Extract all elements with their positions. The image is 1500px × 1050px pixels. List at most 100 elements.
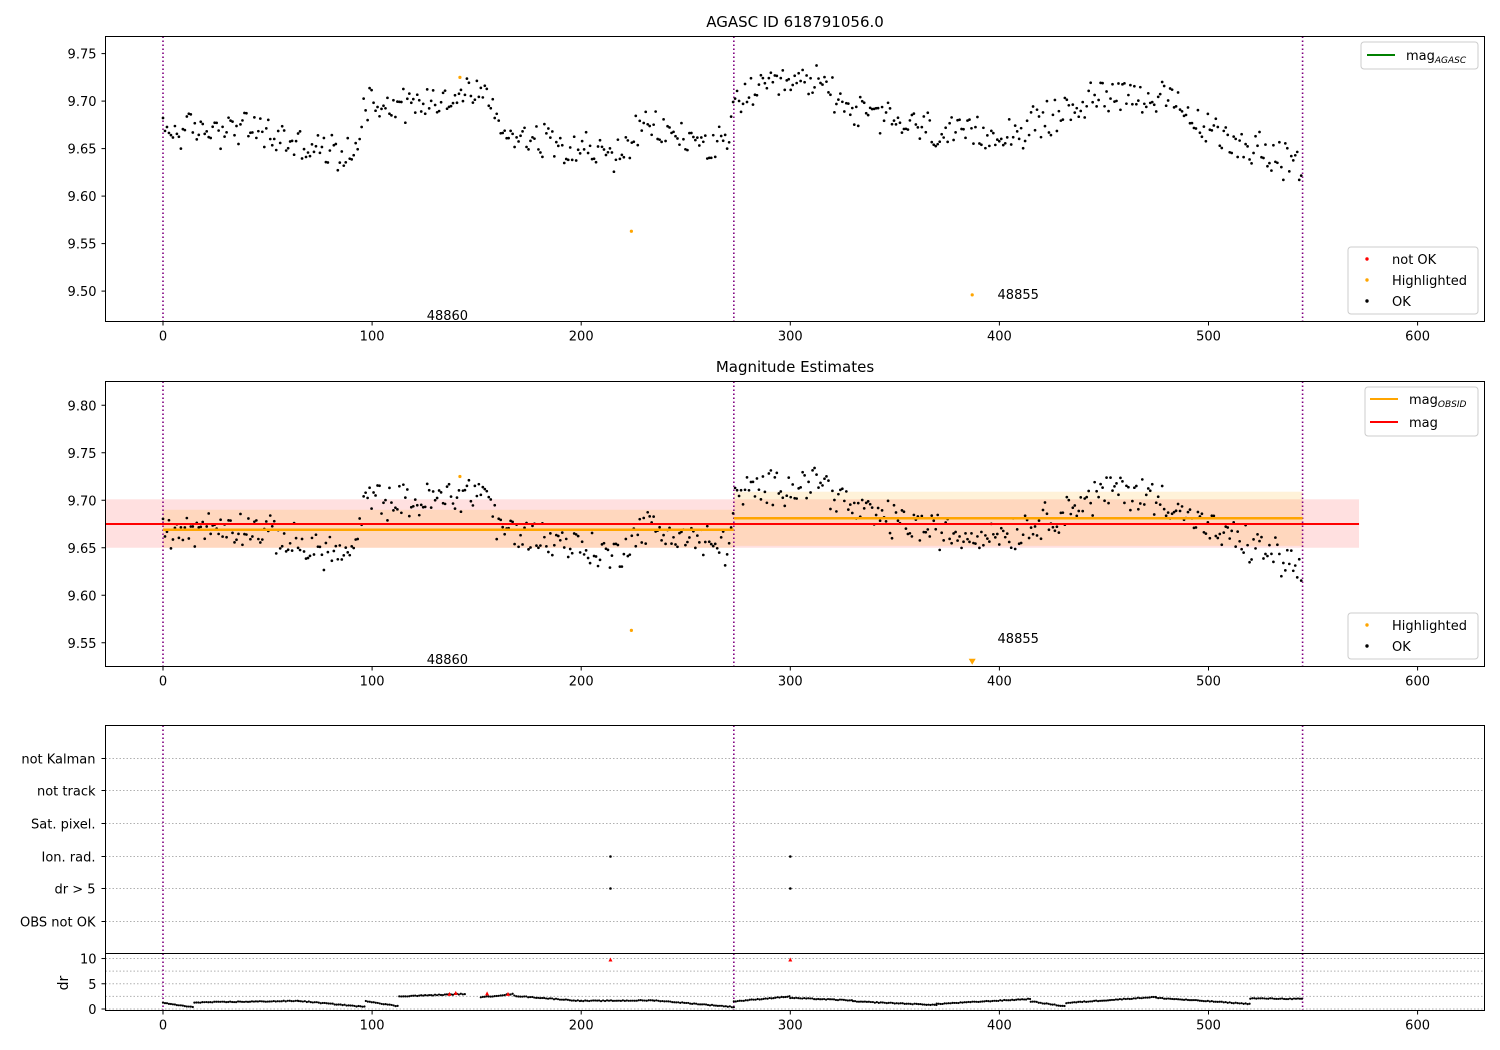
ok-point <box>942 539 946 542</box>
ok-point <box>701 553 705 557</box>
ok-point <box>886 499 890 503</box>
ok-point <box>608 566 612 569</box>
ok-point <box>1111 82 1114 86</box>
ok-point <box>616 138 620 142</box>
ok-point <box>940 132 944 136</box>
ok-point <box>382 104 385 108</box>
dr-point <box>1148 996 1151 999</box>
dr-point <box>1286 997 1290 1001</box>
ok-point <box>1035 108 1039 112</box>
ok-point <box>249 537 252 541</box>
ok-point <box>835 102 838 106</box>
dr-point <box>1102 999 1106 1002</box>
ok-point <box>745 100 749 104</box>
ok-point <box>801 470 804 474</box>
dr-point <box>885 1002 888 1005</box>
ok-point <box>316 134 320 137</box>
dr-point <box>776 996 779 999</box>
ok-point <box>986 537 989 541</box>
dr-point <box>410 994 413 997</box>
dr-point <box>443 993 447 996</box>
ok-point <box>1083 497 1087 500</box>
ok-point <box>292 153 296 157</box>
dr-point <box>669 1000 672 1003</box>
ok-point <box>646 122 650 126</box>
dr-point <box>861 1000 865 1003</box>
ok-point <box>697 144 701 147</box>
ok-point <box>596 564 600 568</box>
dr-point <box>327 1002 330 1005</box>
dr-point <box>1098 999 1102 1002</box>
dr-point <box>242 1000 246 1004</box>
ok-point <box>805 74 808 77</box>
dr-point <box>704 1003 708 1006</box>
ok-point <box>1264 552 1267 556</box>
ok-point <box>737 99 741 103</box>
dr-point <box>1029 1000 1032 1003</box>
dr-point <box>631 999 634 1002</box>
ok-point <box>652 515 655 518</box>
ok-point <box>813 466 816 470</box>
ok-point <box>306 556 310 560</box>
ok-point <box>940 531 944 535</box>
dr-point <box>1065 1002 1068 1005</box>
ok-point <box>1007 540 1011 544</box>
ok-point <box>825 475 828 478</box>
ok-point <box>270 524 274 528</box>
dr-point <box>933 1003 936 1006</box>
dr-point <box>899 1002 902 1005</box>
dr-point <box>945 1002 948 1005</box>
dr-point <box>278 1000 281 1003</box>
dr-point <box>756 997 759 1001</box>
ok-point <box>1097 98 1100 102</box>
ok-point <box>372 101 375 105</box>
ok-point <box>1152 103 1156 107</box>
ok-point <box>429 99 433 103</box>
ok-point <box>1023 139 1027 143</box>
ok-point <box>241 119 244 122</box>
ok-point <box>682 137 685 141</box>
ok-point <box>433 103 437 107</box>
ok-point <box>1131 102 1134 106</box>
ok-point <box>288 541 292 545</box>
ok-point <box>1254 134 1257 138</box>
ok-point <box>403 121 407 125</box>
dr-point <box>1234 1001 1237 1004</box>
ok-point <box>658 138 661 142</box>
ok-point <box>884 111 888 114</box>
dr-point <box>675 1001 678 1004</box>
ok-point <box>545 131 548 135</box>
dr-point <box>760 998 763 1001</box>
ok-point <box>1071 103 1075 107</box>
legend-point-label: OK <box>1392 295 1411 310</box>
ok-point <box>249 131 252 135</box>
ok-point <box>276 129 280 133</box>
ok-point <box>809 491 812 494</box>
ok-point <box>680 121 683 125</box>
dr-point <box>728 1005 731 1008</box>
dr-point <box>521 995 524 998</box>
ok-point <box>1150 100 1154 104</box>
dr-point <box>1026 997 1030 1000</box>
ok-point <box>950 541 953 545</box>
ok-point <box>646 510 650 514</box>
ok-point <box>326 550 330 554</box>
dr-point <box>459 992 462 995</box>
ok-point <box>370 507 373 510</box>
ok-point <box>922 530 926 534</box>
ok-point <box>896 519 900 523</box>
dr-point <box>437 993 441 996</box>
ok-point <box>179 525 183 529</box>
ok-point <box>642 121 646 125</box>
ok-point <box>1005 532 1009 535</box>
ok-point <box>191 131 195 134</box>
ok-point <box>537 546 540 550</box>
ok-point <box>584 130 588 134</box>
ok-point <box>336 557 340 561</box>
dr-point <box>915 1002 918 1005</box>
ok-point <box>372 491 375 494</box>
ok-point <box>686 540 689 544</box>
ok-point <box>491 515 495 518</box>
ok-point <box>817 77 820 80</box>
